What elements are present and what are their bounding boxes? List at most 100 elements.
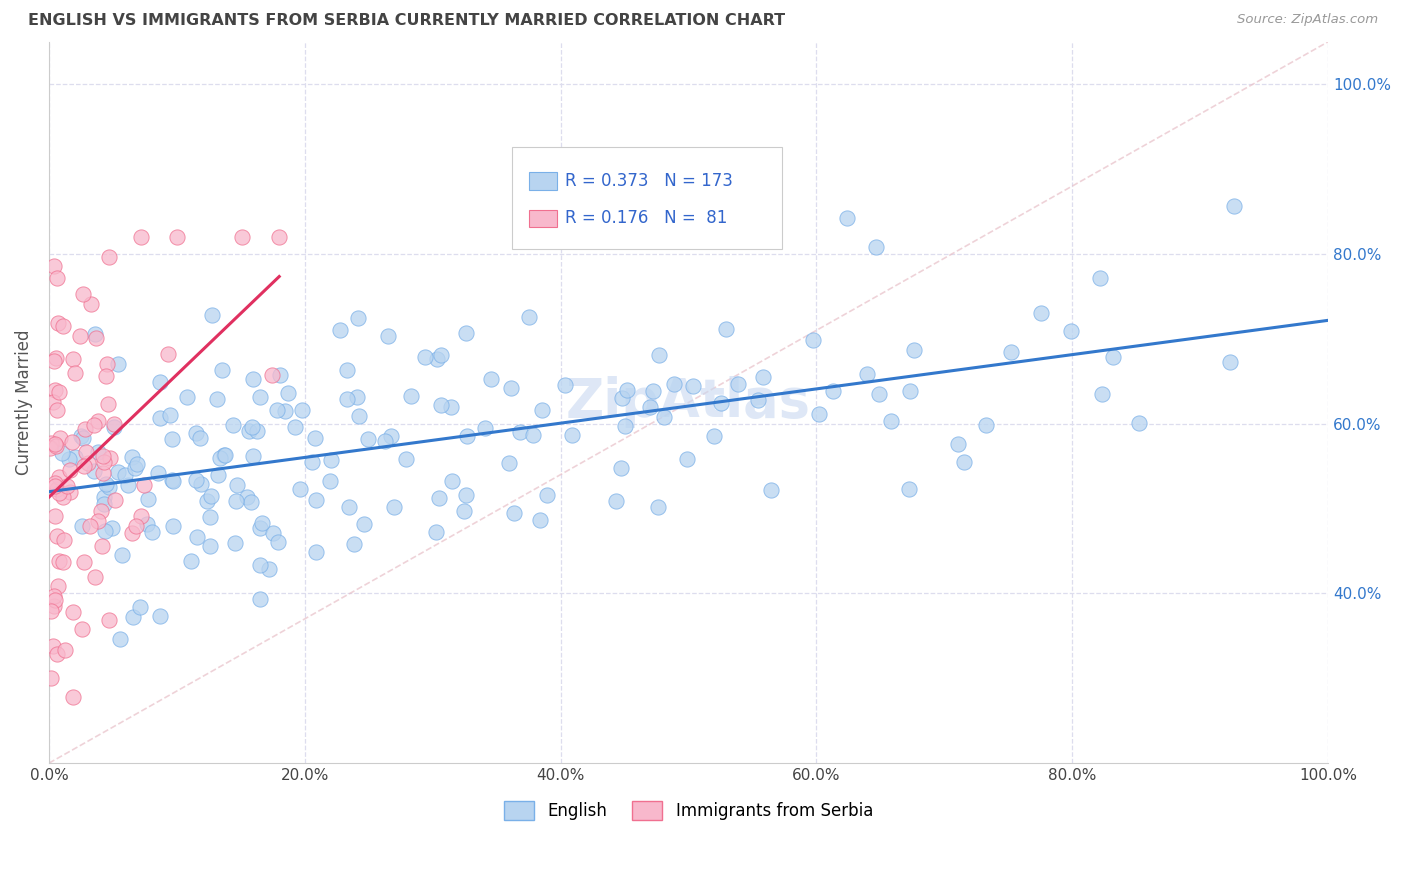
Text: Source: ZipAtlas.com: Source: ZipAtlas.com <box>1237 13 1378 27</box>
Point <box>107 466 129 480</box>
Point <box>136 491 159 506</box>
Point <box>498 457 520 471</box>
Point <box>413 350 436 364</box>
Point <box>45 439 67 453</box>
Point <box>84 326 107 341</box>
Point <box>808 407 831 421</box>
Point <box>346 390 368 404</box>
Point <box>522 427 544 442</box>
Point <box>46 528 69 542</box>
Point <box>132 478 155 492</box>
Point <box>269 230 291 244</box>
Point <box>266 535 288 549</box>
Point <box>166 230 188 244</box>
Point <box>42 259 65 273</box>
Point <box>759 483 782 498</box>
Point <box>382 500 405 514</box>
Point <box>357 432 380 446</box>
Point <box>70 622 93 636</box>
Point <box>73 422 96 436</box>
Point <box>162 474 184 488</box>
Text: ZipAtlas: ZipAtlas <box>567 376 811 428</box>
Point <box>529 513 551 527</box>
Point <box>801 333 824 347</box>
Point <box>224 536 246 550</box>
Point <box>454 488 477 502</box>
Point <box>45 351 67 365</box>
Point <box>48 579 70 593</box>
Point <box>214 448 236 462</box>
Point <box>188 431 211 445</box>
Point <box>337 500 360 515</box>
Point <box>855 367 877 381</box>
Point <box>124 461 146 475</box>
Point <box>440 475 463 489</box>
Y-axis label: Currently Married: Currently Married <box>15 330 32 475</box>
Point <box>752 369 775 384</box>
Point <box>898 483 921 497</box>
Point <box>648 348 671 362</box>
Point <box>554 377 576 392</box>
Point <box>96 357 118 371</box>
Point <box>652 410 675 425</box>
Point <box>93 455 115 469</box>
Point <box>48 385 70 400</box>
Point <box>129 508 152 523</box>
Point <box>159 409 181 423</box>
Point <box>703 429 725 443</box>
Point <box>84 570 107 584</box>
Point <box>865 240 887 254</box>
Point <box>121 526 143 541</box>
Point <box>104 492 127 507</box>
Point <box>73 555 96 569</box>
Point <box>91 539 114 553</box>
Point <box>103 419 125 434</box>
Point <box>94 476 117 491</box>
Text: R = 0.373   N = 173: R = 0.373 N = 173 <box>565 172 734 190</box>
Point <box>101 521 124 535</box>
Point <box>60 435 83 450</box>
Point <box>605 494 627 508</box>
Point <box>1029 306 1052 320</box>
Point <box>46 403 69 417</box>
Point <box>56 479 79 493</box>
Point <box>242 449 264 463</box>
Point <box>613 418 636 433</box>
Point <box>257 562 280 576</box>
Point <box>148 466 170 480</box>
Point <box>98 250 121 264</box>
Point <box>149 410 172 425</box>
Point <box>97 396 120 410</box>
Point <box>83 417 105 432</box>
Point <box>98 451 121 466</box>
Point <box>353 516 375 531</box>
Point <box>395 452 418 467</box>
Point <box>249 591 271 606</box>
Point <box>903 343 925 358</box>
Point <box>503 506 526 520</box>
Point <box>319 452 342 467</box>
Point <box>610 461 633 475</box>
Point <box>425 524 447 539</box>
Point <box>616 383 638 397</box>
Point <box>531 403 554 417</box>
Point <box>162 519 184 533</box>
Point <box>90 503 112 517</box>
Point <box>329 323 352 337</box>
Point <box>114 467 136 482</box>
Point <box>84 331 107 345</box>
Point <box>318 474 340 488</box>
Point <box>647 500 669 514</box>
Point <box>44 476 66 491</box>
Point <box>290 482 312 496</box>
Point <box>209 450 232 465</box>
Point <box>180 554 202 568</box>
Point <box>63 366 86 380</box>
Point <box>44 479 66 493</box>
Point <box>868 387 890 401</box>
Point <box>52 318 75 333</box>
Point <box>291 402 314 417</box>
Point <box>200 489 222 503</box>
Point <box>46 316 69 330</box>
Point <box>399 389 422 403</box>
